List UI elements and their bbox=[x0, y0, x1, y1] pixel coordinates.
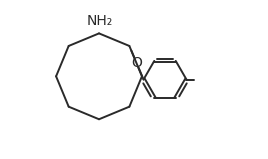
Text: O: O bbox=[131, 56, 142, 70]
Text: NH₂: NH₂ bbox=[87, 14, 113, 28]
